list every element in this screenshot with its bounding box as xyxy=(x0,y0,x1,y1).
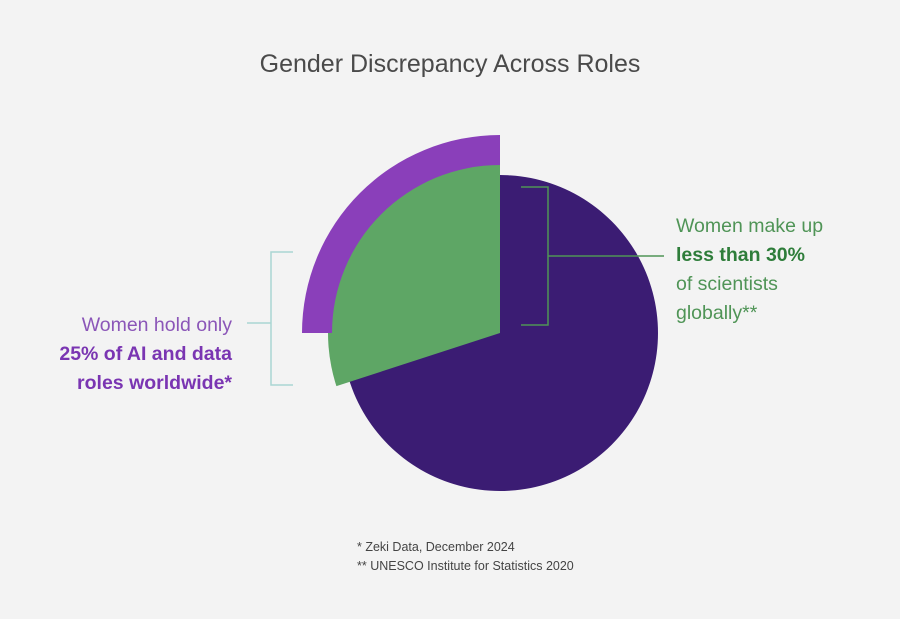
pie-slice-women-scientists xyxy=(328,161,500,387)
annotation-right-line4: globally** xyxy=(676,302,758,324)
bracket-right xyxy=(521,186,664,326)
annotation-left-line3: roles worldwide* xyxy=(77,372,232,394)
footnote-unesco: ** UNESCO Institute for Statistics 2020 xyxy=(357,559,574,573)
pie-slice-women-ai-data xyxy=(302,135,500,333)
annotation-left-line1: Women hold only xyxy=(81,314,232,336)
annotation-right-line2: less than 30% xyxy=(676,244,805,266)
annotation-scientists: Women make up less than 30% of scientist… xyxy=(676,212,823,328)
chart-title: Gender Discrepancy Across Roles xyxy=(259,50,641,78)
annotation-right-line3: of scientists xyxy=(676,273,778,295)
annotation-right-line1: Women make up xyxy=(676,215,824,237)
footnotes: * Zeki Data, December 2024 ** UNESCO Ins… xyxy=(357,538,574,576)
annotation-ai-data: Women hold only 25% of AI and data roles… xyxy=(59,311,232,398)
annotation-left-line2: 25% of AI and data xyxy=(59,343,232,365)
bracket-left xyxy=(247,251,293,386)
footnote-zeki: * Zeki Data, December 2024 xyxy=(357,540,515,554)
